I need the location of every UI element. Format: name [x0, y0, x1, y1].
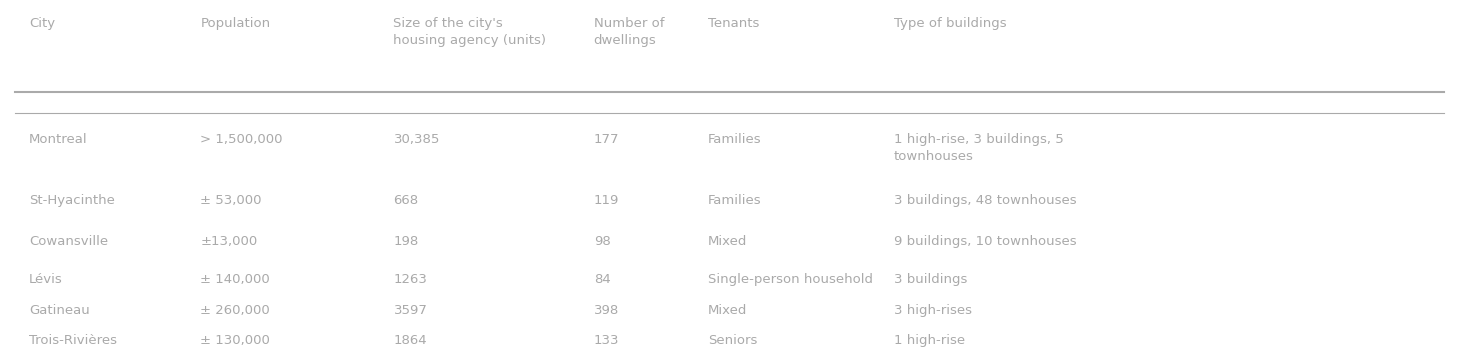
Text: Mixed: Mixed — [708, 303, 747, 317]
Text: City: City — [29, 17, 55, 30]
Text: Gatineau: Gatineau — [29, 303, 89, 317]
Text: 3 buildings, 48 townhouses: 3 buildings, 48 townhouses — [894, 195, 1077, 207]
Text: Families: Families — [708, 195, 762, 207]
Text: Tenants: Tenants — [708, 17, 760, 30]
Text: Number of
dwellings: Number of dwellings — [594, 17, 664, 47]
Text: 1864: 1864 — [394, 334, 427, 347]
Text: ± 53,000: ± 53,000 — [200, 195, 263, 207]
Text: ± 260,000: ± 260,000 — [200, 303, 270, 317]
Text: Size of the city's
housing agency (units): Size of the city's housing agency (units… — [394, 17, 547, 47]
Text: 668: 668 — [394, 195, 419, 207]
Text: St-Hyacinthe: St-Hyacinthe — [29, 195, 115, 207]
Text: Lévis: Lévis — [29, 273, 63, 286]
Text: Seniors: Seniors — [708, 334, 757, 347]
Text: 98: 98 — [594, 235, 610, 248]
Text: Montreal: Montreal — [29, 133, 88, 146]
Text: 84: 84 — [594, 273, 610, 286]
Text: Single-person household: Single-person household — [708, 273, 872, 286]
Text: Families: Families — [708, 133, 762, 146]
Text: 198: 198 — [394, 235, 419, 248]
Text: ± 140,000: ± 140,000 — [200, 273, 270, 286]
Text: Type of buildings: Type of buildings — [894, 17, 1007, 30]
Text: Population: Population — [200, 17, 270, 30]
Text: 30,385: 30,385 — [394, 133, 439, 146]
Text: 177: 177 — [594, 133, 619, 146]
Text: ±13,000: ±13,000 — [200, 235, 258, 248]
Text: 3 high-rises: 3 high-rises — [894, 303, 972, 317]
Text: 1 high-rise: 1 high-rise — [894, 334, 964, 347]
Text: ± 130,000: ± 130,000 — [200, 334, 270, 347]
Text: 1 high-rise, 3 buildings, 5
townhouses: 1 high-rise, 3 buildings, 5 townhouses — [894, 133, 1064, 163]
Text: Trois-Rivières: Trois-Rivières — [29, 334, 117, 347]
Text: 3597: 3597 — [394, 303, 427, 317]
Text: > 1,500,000: > 1,500,000 — [200, 133, 283, 146]
Text: 1263: 1263 — [394, 273, 427, 286]
Text: Mixed: Mixed — [708, 235, 747, 248]
Text: Cowansville: Cowansville — [29, 235, 108, 248]
Text: 398: 398 — [594, 303, 619, 317]
Text: 133: 133 — [594, 334, 619, 347]
Text: 119: 119 — [594, 195, 619, 207]
Text: 3 buildings: 3 buildings — [894, 273, 967, 286]
Text: 9 buildings, 10 townhouses: 9 buildings, 10 townhouses — [894, 235, 1077, 248]
